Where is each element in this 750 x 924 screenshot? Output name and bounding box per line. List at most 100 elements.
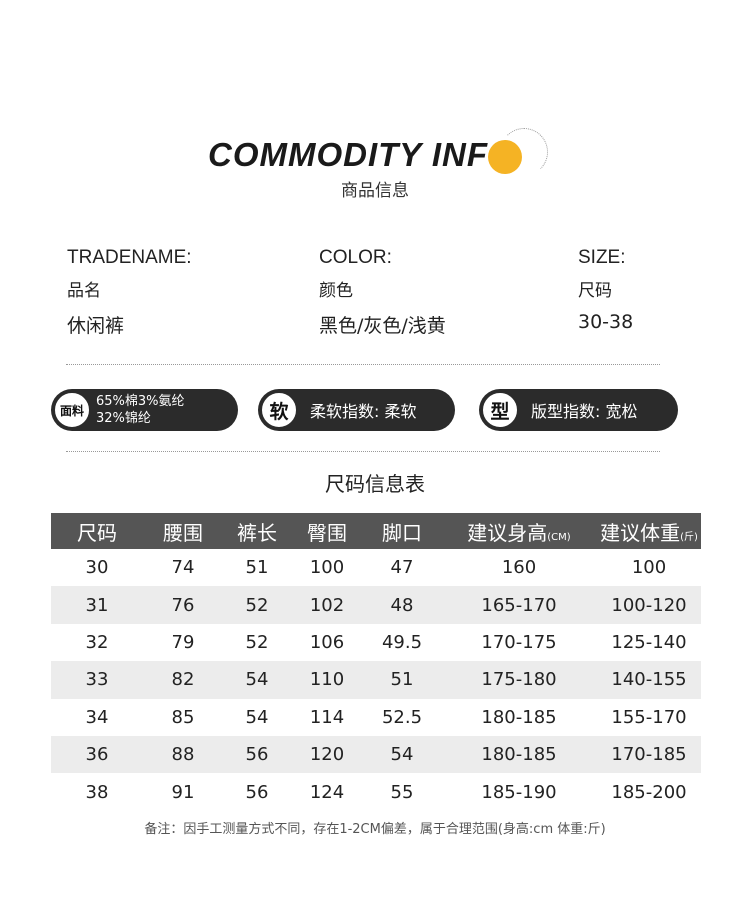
column-header: 臀围: [291, 513, 363, 549]
table-cell: 120: [291, 735, 363, 774]
color-value: 黑色/灰色/浅黄: [319, 315, 446, 337]
logo-title: COMMODITY INF: [208, 136, 489, 173]
divider: [66, 451, 660, 452]
table-cell: 88: [143, 735, 223, 774]
table-cell: 54: [363, 735, 441, 774]
logo-subtitle: 商品信息: [341, 181, 409, 201]
table-cell: 100-120: [597, 586, 701, 624]
table-cell: 79: [171, 631, 195, 653]
fabric-line1: 65%棉3%氨纶: [96, 394, 185, 409]
table-cell: 34: [85, 706, 109, 728]
table-cell: 102: [291, 586, 363, 624]
table-cell: 49.5: [381, 631, 423, 653]
table-title: 尺码信息表: [325, 472, 425, 496]
table-row: 34 85 54 114 52.5 180-185 155-170: [51, 699, 701, 736]
logo-arc-decoration: [500, 128, 548, 176]
table-cell: 54: [223, 661, 291, 699]
table-cell: 33: [51, 661, 143, 699]
table-cell: 51: [363, 661, 441, 699]
table-cell: 185-190: [481, 781, 557, 803]
table-cell: 114: [309, 706, 345, 728]
fabric-badge: 面料 65%棉3%氨纶 32%锦纶: [51, 389, 238, 431]
tradename-label-cn: 品名: [67, 281, 101, 301]
column-header-label: 腰围: [163, 520, 203, 545]
color-label-cn: 颜色: [319, 281, 353, 301]
fit-text: 版型指数: 宽松: [531, 402, 638, 421]
table-cell: 31: [51, 586, 143, 624]
column-header: 腰围: [143, 513, 223, 549]
column-header: 裤长: [223, 513, 291, 549]
fit-badge: 型 版型指数: 宽松: [479, 389, 678, 431]
table-cell: 38: [85, 781, 109, 803]
size-label: SIZE:: [578, 247, 626, 268]
column-header-label: 臀围: [307, 520, 347, 545]
table-cell: 100: [631, 557, 667, 579]
table-cell: 155-170: [611, 706, 687, 728]
column-header-label: 脚口: [382, 520, 422, 545]
tradename-value: 休闲裤: [67, 315, 125, 337]
color-label: COLOR:: [319, 247, 392, 268]
column-header: 建议体重(斤): [597, 513, 701, 549]
softness-badge: 软 柔软指数: 柔软: [258, 389, 455, 431]
table-cell: 180-185: [441, 735, 597, 774]
column-header-unit: (斤): [680, 531, 698, 543]
table-row: 33 82 54 110 51 175-180 140-155: [51, 661, 701, 699]
table-row: 31 76 52 102 48 165-170 100-120: [51, 586, 701, 624]
fit-icon: 型: [481, 391, 519, 429]
column-header: 尺码: [51, 513, 143, 549]
table-cell: 106: [309, 631, 345, 653]
table-cell: 51: [245, 557, 269, 579]
table-cell: 85: [171, 706, 195, 728]
table-cell: 100: [309, 557, 345, 579]
column-header-label: 尺码: [77, 520, 117, 545]
fabric-icon: 面料: [53, 391, 91, 429]
footnote: 备注：因手工测量方式不同，存在1-2CM偏差，属于合理范围(身高:cm 体重:斤…: [144, 822, 606, 837]
table-cell: 74: [171, 557, 195, 579]
table-cell: 56: [223, 735, 291, 774]
fabric-line2: 32%锦纶: [96, 411, 151, 426]
soft-icon: 软: [260, 391, 298, 429]
column-header: 建议身高(CM): [441, 513, 597, 549]
table-cell: 56: [245, 781, 269, 803]
table-cell: 124: [309, 781, 345, 803]
table-cell: 52: [245, 631, 269, 653]
size-table: 尺码 腰围 裤长 臀围 脚口 建议身高(CM) 建议体重(斤) 30 74 51 100 47 160…: [51, 513, 701, 811]
table-cell: 82: [143, 661, 223, 699]
column-header-unit: (CM): [547, 531, 571, 543]
column-header-label: 裤长: [237, 520, 277, 545]
column-header-label: 建议体重: [600, 520, 681, 545]
table-cell: 160: [501, 557, 537, 579]
table-cell: 54: [245, 706, 269, 728]
table-cell: 52.5: [381, 706, 423, 728]
table-cell: 175-180: [441, 661, 597, 699]
table-cell: 52: [223, 586, 291, 624]
table-cell: 36: [51, 735, 143, 774]
table-cell: 180-185: [481, 706, 557, 728]
table-cell: 185-200: [611, 781, 687, 803]
table-cell: 165-170: [441, 586, 597, 624]
table-cell: 140-155: [597, 661, 701, 699]
table-row: 30 74 51 100 47 160 100: [51, 549, 701, 586]
table-cell: 91: [171, 781, 195, 803]
table-cell: 170-185: [597, 735, 701, 774]
table-row: 38 91 56 124 55 185-190 185-200: [51, 773, 701, 810]
table-cell: 125-140: [611, 631, 687, 653]
table-cell: 110: [291, 661, 363, 699]
size-value: 30-38: [578, 311, 634, 333]
column-header: 脚口: [363, 513, 441, 549]
table-row: 36 88 56 120 54 180-185 170-185: [51, 735, 701, 774]
table-cell: 55: [390, 781, 414, 803]
table-cell: 47: [390, 557, 414, 579]
table-cell: 48: [363, 586, 441, 624]
table-cell: 76: [143, 586, 223, 624]
table-cell: 32: [85, 631, 109, 653]
divider: [66, 364, 660, 365]
size-label-cn: 尺码: [578, 281, 612, 301]
table-cell: 30: [85, 557, 109, 579]
table-header: 尺码 腰围 裤长 臀围 脚口 建议身高(CM) 建议体重(斤): [51, 513, 701, 549]
table-row: 32 79 52 106 49.5 170-175 125-140: [51, 624, 701, 661]
column-header-label: 建议身高: [467, 520, 548, 545]
tradename-label: TRADENAME:: [67, 247, 192, 268]
softness-text: 柔软指数: 柔软: [310, 402, 417, 421]
table-cell: 170-175: [481, 631, 557, 653]
